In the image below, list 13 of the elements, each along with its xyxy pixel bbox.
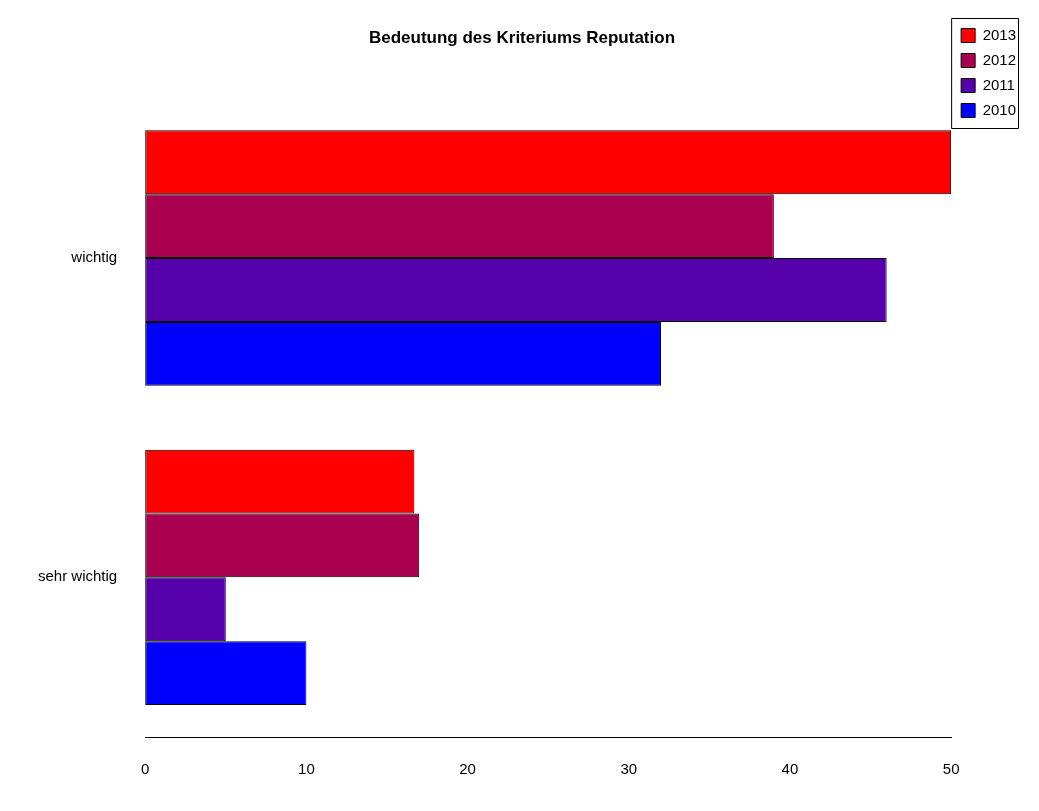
legend-label: 2012 (982, 50, 1017, 68)
y-tick-label: sehr wichtig (37, 567, 118, 585)
legend-label: 2010 (982, 100, 1017, 118)
x-tick-label: 50 (942, 760, 960, 778)
x-tick-label: 30 (620, 760, 638, 778)
chart-title: Bedeutung des Kriteriums Reputation (368, 27, 676, 47)
x-tick-label: 40 (781, 760, 799, 778)
x-tick-label: 20 (459, 760, 476, 778)
legend-label: 2013 (982, 25, 1017, 43)
x-tick-label: 0 (141, 760, 150, 778)
y-tick-label: wichtig (70, 248, 118, 266)
x-tick-label: 10 (298, 760, 315, 778)
legend-label: 2011 (982, 75, 1015, 93)
